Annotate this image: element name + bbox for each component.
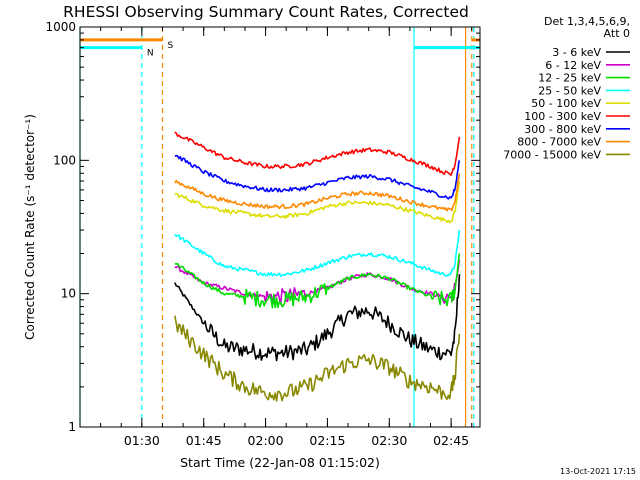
vertical-markers: [79, 27, 475, 427]
legend-header-line-1: Det 1,3,4,5,6,9,: [544, 15, 630, 28]
x-tick-label: 01:45: [186, 433, 222, 448]
flag-label-N: N: [147, 49, 154, 59]
legend-label-0: 3 - 6 keV: [552, 46, 601, 59]
x-tick-label: 01:30: [124, 433, 160, 448]
x-axis-label: Start Time (22-Jan-08 01:15:02): [180, 455, 380, 470]
x-tick-label: 02:45: [433, 433, 469, 448]
series-line-2: [174, 253, 461, 309]
y-tick-label: 10: [61, 287, 76, 301]
legend-label-7: 800 - 7000 keV: [517, 136, 601, 149]
legend-label-1: 6 - 12 keV: [545, 59, 601, 72]
flag-bars: NS: [80, 38, 480, 59]
x-tick-label: 02:30: [371, 433, 407, 448]
flag-label-S: S: [167, 41, 173, 51]
plot-frame: [79, 26, 481, 428]
series-line-8: [174, 315, 461, 402]
legend-label-8: 7000 - 15000 keV: [503, 148, 601, 161]
x-axis: 01:30 01:45 02:00 02:15 02:30 02:45: [79, 27, 473, 448]
series-line-7: [174, 173, 461, 212]
legend-label-3: 25 - 50 keV: [538, 84, 601, 97]
x-tick-label: 02:15: [309, 433, 345, 448]
y-tick-label: 1000: [45, 20, 76, 34]
y-axis-label: Corrected Count Rate (s⁻¹ detector⁻¹): [23, 114, 37, 340]
legend-label-2: 12 - 25 keV: [538, 72, 601, 85]
legend-label-4: 50 - 100 keV: [531, 97, 601, 110]
series-line-4: [174, 180, 461, 224]
chart-title: RHESSI Observing Summary Count Rates, Co…: [63, 3, 469, 21]
y-axis: 1 10 100 1000: [45, 20, 480, 434]
timestamp: 13-Oct-2021 17:15: [560, 467, 636, 476]
series-line-3: [174, 229, 461, 277]
series-line-5: [174, 131, 461, 176]
series-line-6: [174, 154, 461, 200]
x-tick-label: 02:00: [248, 433, 284, 448]
legend-label-6: 300 - 800 keV: [524, 123, 601, 136]
legend-label-5: 100 - 300 keV: [524, 110, 601, 123]
y-tick-label: 100: [53, 153, 76, 167]
series-line-0: [174, 274, 461, 362]
legend-header-line-2: Att 0: [604, 27, 630, 40]
y-tick-label: 1: [68, 420, 76, 434]
series-lines: [174, 131, 461, 402]
